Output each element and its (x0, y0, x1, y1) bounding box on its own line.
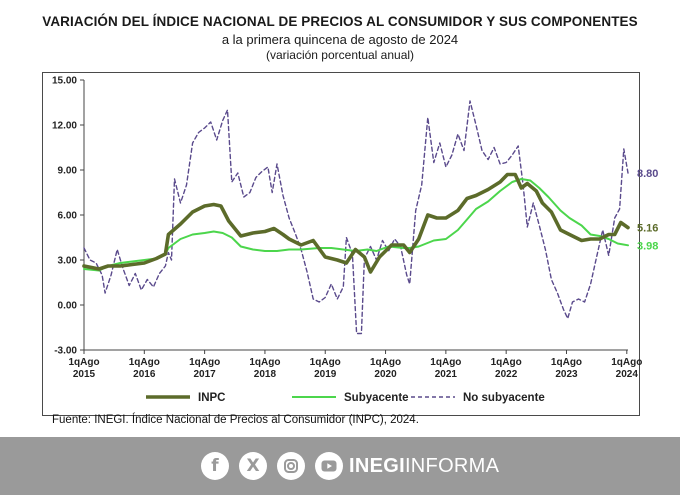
chart-frame (42, 72, 640, 416)
end-labels: 8.80 3.98 5.16 (637, 168, 658, 252)
series-lines (82, 100, 630, 335)
x-tick-year: 2020 (374, 369, 397, 380)
x-tick-year: 2021 (435, 369, 458, 380)
chart-title: VARIACIÓN DEL ÍNDICE NACIONAL DE PRECIOS… (42, 14, 638, 29)
y-axis-ticks: -3.00 0.00 3.00 6.00 9.00 12.00 15.00 (52, 76, 77, 357)
chart-subtitle: a la primera quincena de agosto de 2024 (221, 32, 459, 47)
y-tick-label: 3.00 (58, 256, 78, 267)
chart-title-block: VARIACIÓN DEL ÍNDICE NACIONAL DE PRECIOS… (0, 14, 680, 62)
x-tick-label: 1qAgo (189, 357, 220, 368)
x-tick-label: 1qAgo (491, 357, 522, 368)
legend-label-subyacente: Subyacente (344, 392, 409, 404)
x-tick-label: 1qAgo (310, 357, 341, 368)
source-note: Fuente: INEGI. Índice Nacional de Precio… (52, 414, 419, 426)
series-line-subyacente (83, 178, 629, 272)
instagram-icon[interactable] (277, 452, 305, 480)
x-tick-label: 1qAgo (68, 357, 99, 368)
x-icon[interactable]: X (239, 452, 267, 480)
facebook-icon[interactable]: f (201, 452, 229, 480)
x-tick-label: 1qAgo (249, 357, 280, 368)
brand-logo: INEGIINFORMA (349, 455, 500, 477)
legend-label-inpc: INPC (198, 392, 225, 404)
end-label-no-subyacente: 8.80 (637, 168, 658, 180)
x-tick-year: 2017 (193, 369, 216, 380)
footer-bar: f X INEGIINFORMA (0, 437, 680, 495)
series-line-inpc (82, 172, 630, 274)
x-tick-year: 2024 (616, 369, 639, 380)
end-label-inpc: 5.16 (637, 223, 658, 235)
grid (80, 79, 628, 354)
end-label-subyacente: 3.98 (637, 240, 658, 252)
y-tick-label: 6.00 (58, 211, 78, 222)
x-tick-year: 2019 (314, 369, 337, 380)
y-tick-label: 12.00 (52, 121, 77, 132)
series-line-no-subyacente (83, 100, 629, 335)
x-tick-year: 2018 (254, 369, 277, 380)
x-tick-year: 2016 (133, 369, 156, 380)
y-tick-label: 9.00 (58, 166, 78, 177)
x-tick-label: 1qAgo (430, 357, 461, 368)
x-tick-year: 2015 (73, 369, 96, 380)
legend-label-no-subyacente: No subyacente (463, 392, 545, 404)
legend: INPC Subyacente No subyacente (146, 392, 545, 404)
x-tick-label: 1qAgo (551, 357, 582, 368)
x-tick-year: 2022 (495, 369, 518, 380)
x-tick-label: 1qAgo (129, 357, 160, 368)
x-tick-label: 1qAgo (370, 357, 401, 368)
youtube-icon[interactable] (315, 452, 343, 480)
y-tick-label: 0.00 (58, 301, 78, 312)
y-tick-label: 15.00 (52, 76, 77, 87)
x-axis-ticks: 1qAgo20151qAgo20161qAgo20171qAgo20181qAg… (68, 357, 642, 380)
chart-units-subtitle: (variación porcentual anual) (265, 48, 415, 62)
x-tick-year: 2023 (555, 369, 578, 380)
x-tick-label: 1qAgo (611, 357, 642, 368)
y-tick-label: -3.00 (54, 346, 77, 357)
